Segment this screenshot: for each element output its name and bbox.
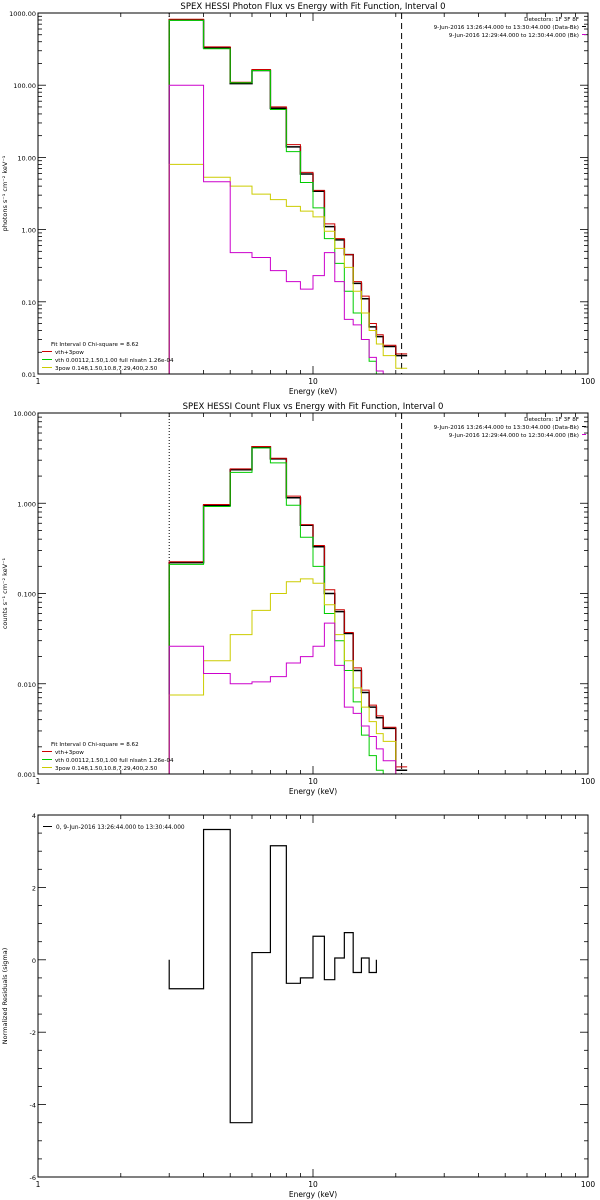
x-tick-label: 100 <box>581 1180 596 1189</box>
y-tick-label: -6 <box>30 1174 36 1182</box>
x-tick-label: 1 <box>36 377 41 386</box>
series-line-4 <box>168 622 408 774</box>
legend-entry: vth 0.00112,1.50,1.00 full nlsatn 1.26e-… <box>55 758 174 764</box>
series-line-4 <box>168 84 408 374</box>
plot-frame <box>37 814 589 1178</box>
y-axis-ticks: 0.001 0.010 0.100 1.000 10.000 <box>13 410 588 779</box>
legend-entry: 3pow 0.148,1.50,10.8,7.29,400,2.50 <box>55 766 158 772</box>
y-tick-label: -2 <box>30 1029 36 1037</box>
y-tick-label: 0.01 <box>22 371 36 379</box>
chart-title: SPEX HESSI Photon Flux vs Energy with Fi… <box>180 2 445 12</box>
y-tick-label: -4 <box>30 1102 36 1110</box>
x-axis-label: Energy (keV) <box>289 1190 337 1199</box>
x-tick-label: 10 <box>308 777 318 786</box>
series-line-1 <box>168 446 408 774</box>
legend-entry: 0, 9-Jun-2016 13:26:44.000 to 13:30:44.0… <box>56 825 185 831</box>
x-axis-label: Energy (keV) <box>289 787 337 796</box>
legend-entry: 9-Jun-2016 13:26:44.000 to 13:30:44.000 … <box>434 25 579 31</box>
series-line-2 <box>168 19 408 374</box>
series-line-3 <box>168 163 408 374</box>
chart-title: SPEX HESSI Count Flux vs Energy with Fit… <box>183 402 444 412</box>
legend-entry: vth 0.00112,1.50,1.00 full nlsatn 1.26e-… <box>55 358 174 364</box>
x-axis-ticks: 1 10 100 <box>36 413 596 786</box>
legend-entry: 9-Jun-2016 12:29:44.000 to 12:30:44.000 … <box>449 433 579 439</box>
series-line-2 <box>168 447 408 774</box>
y-axis-label: photons s⁻¹ cm⁻² keV⁻¹ <box>1 155 9 231</box>
y-tick-label: 100.00 <box>13 82 36 90</box>
x-tick-label: 100 <box>581 777 596 786</box>
residuals-chart: 1 10 100 Energy (keV) -6 -4 -2 0 2 4 Normalized Re… <box>1 812 596 1199</box>
y-tick-label: 10.00 <box>17 154 36 162</box>
y-tick-label: 2 <box>32 884 36 892</box>
y-tick-label: 1.00 <box>22 227 36 235</box>
plot-frame <box>37 412 589 775</box>
count-flux-chart: SPEX HESSI Count Flux vs Energy with Fit… <box>1 402 596 796</box>
y-tick-label: 4 <box>32 812 36 820</box>
x-tick-label: 100 <box>581 377 596 386</box>
photon-flux-chart: SPEX HESSI Photon Flux vs Energy with Fi… <box>1 2 596 396</box>
y-tick-label: 0.10 <box>22 299 36 307</box>
plot-frame <box>37 12 589 375</box>
y-tick-label: 0.001 <box>17 771 36 779</box>
y-axis-ticks: -6 -4 -2 0 2 4 <box>30 812 588 1182</box>
y-tick-label: 0.010 <box>17 681 36 689</box>
y-tick-label: 10.000 <box>13 410 36 418</box>
x-axis-ticks: 1 10 100 <box>36 13 596 386</box>
x-axis-ticks: 1 10 100 <box>36 815 596 1189</box>
series-line-0 <box>168 828 377 1124</box>
legend-entry: Detectors: 1F 3F 8F <box>524 417 579 423</box>
legend-entry: 9-Jun-2016 13:26:44.000 to 13:30:44.000 … <box>434 425 579 431</box>
x-tick-label: 1 <box>36 777 41 786</box>
x-tick-label: 10 <box>308 377 318 386</box>
legend-entry: vth+3pow <box>55 350 84 356</box>
series-line-1 <box>168 18 408 374</box>
series-line-3 <box>168 578 408 774</box>
y-axis-ticks: 0.01 0.10 1.00 10.00 100.00 1000.00 <box>9 10 588 379</box>
legend-entry: vth+3pow <box>55 750 84 756</box>
y-tick-label: 0.100 <box>17 591 36 599</box>
y-tick-label: 0 <box>32 957 36 965</box>
legend-entry: Fit Interval 0 Chi-square = 8.62 <box>51 742 139 748</box>
legend-entry: Fit Interval 0 Chi-square = 8.62 <box>51 342 139 348</box>
y-tick-label: 1.000 <box>17 500 36 508</box>
series-line-0 <box>168 19 408 374</box>
y-axis-label: counts s⁻¹ cm⁻² keV⁻¹ <box>1 557 9 629</box>
legend-entry: 9-Jun-2016 12:29:44.000 to 12:30:44.000 … <box>449 33 579 39</box>
x-tick-label: 10 <box>308 1180 318 1189</box>
y-tick-label: 1000.00 <box>9 10 36 18</box>
legend-entry: Detectors: 1F 3F 8F <box>524 17 579 23</box>
y-axis-label: Normalized Residuals (sigma) <box>1 948 9 1045</box>
x-axis-label: Energy (keV) <box>289 387 337 396</box>
x-tick-label: 1 <box>36 1180 41 1189</box>
legend-entry: 3pow 0.148,1.50,10.8,7.29,400,2.50 <box>55 366 158 372</box>
